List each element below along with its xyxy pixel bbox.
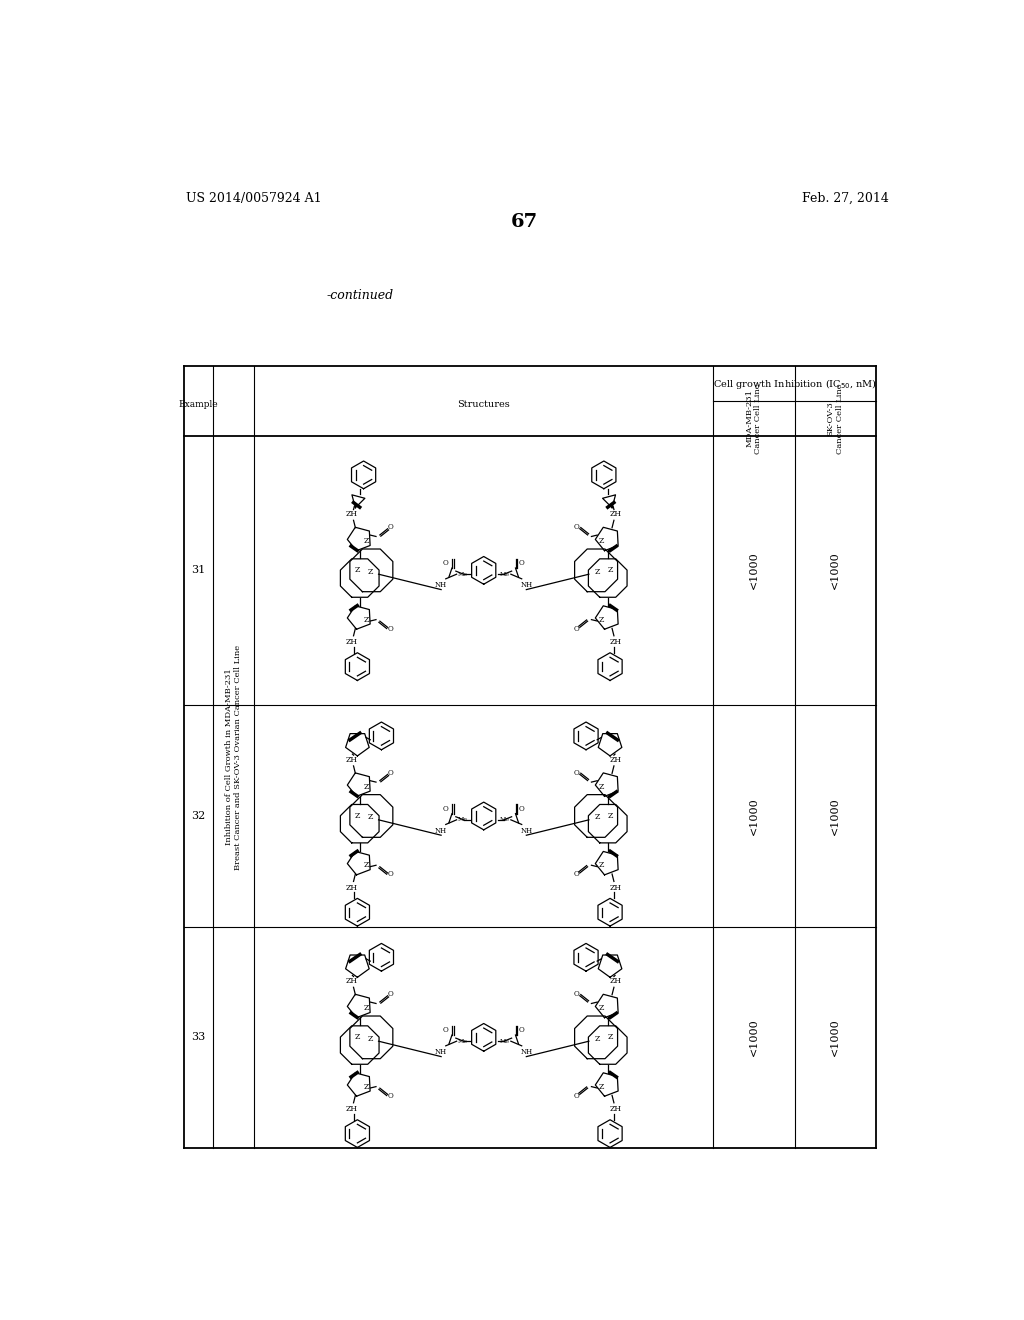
Text: SK-OV-3
Cancer Cell Line: SK-OV-3 Cancer Cell Line — [826, 383, 844, 454]
Text: Z: Z — [595, 568, 600, 576]
Text: O: O — [388, 990, 393, 998]
Text: Z: Z — [368, 568, 373, 576]
Text: Cell growth Inhibition (IC$_{50}$, nM): Cell growth Inhibition (IC$_{50}$, nM) — [713, 376, 877, 391]
Text: Z: Z — [598, 537, 603, 545]
Text: Z: Z — [607, 1034, 612, 1041]
Text: O: O — [388, 1092, 393, 1100]
Text: 31: 31 — [191, 565, 206, 576]
Text: <1000: <1000 — [749, 1019, 759, 1056]
Text: ZH: ZH — [346, 756, 358, 764]
Text: Z: Z — [598, 616, 603, 624]
Text: Z: Z — [364, 1005, 370, 1012]
Text: Z: Z — [364, 862, 370, 870]
Text: 32: 32 — [191, 810, 206, 821]
Text: O: O — [442, 1027, 449, 1035]
Text: ZH: ZH — [609, 883, 622, 891]
Text: Z: Z — [354, 1034, 360, 1041]
Text: O: O — [519, 560, 524, 568]
Text: Me: Me — [500, 817, 510, 822]
Text: Z: Z — [364, 783, 370, 791]
Text: <1000: <1000 — [830, 552, 840, 589]
Text: NH: NH — [435, 826, 447, 834]
Text: ZH: ZH — [609, 510, 622, 519]
Text: Z: Z — [354, 566, 360, 574]
Text: <1000: <1000 — [830, 797, 840, 834]
Text: Z: Z — [598, 1005, 603, 1012]
Text: <1000: <1000 — [749, 797, 759, 834]
Text: MDA-MB-231
Cancer Cell Line: MDA-MB-231 Cancer Cell Line — [745, 383, 763, 454]
Text: O: O — [573, 768, 580, 777]
Text: 33: 33 — [191, 1032, 206, 1043]
Text: Me: Me — [500, 572, 510, 577]
Text: ZH: ZH — [346, 883, 358, 891]
Text: NH: NH — [520, 826, 532, 834]
Text: <1000: <1000 — [749, 552, 759, 589]
Text: Z: Z — [598, 1082, 603, 1090]
Text: Z: Z — [354, 812, 360, 820]
Text: Me: Me — [500, 1039, 510, 1044]
Text: ZH: ZH — [609, 1105, 622, 1113]
Text: O: O — [573, 523, 580, 531]
Text: US 2014/0057924 A1: US 2014/0057924 A1 — [186, 191, 322, 205]
Text: O: O — [388, 870, 393, 879]
Text: O: O — [573, 624, 580, 632]
Text: <1000: <1000 — [830, 1019, 840, 1056]
Text: NH: NH — [435, 1048, 447, 1056]
Text: Z: Z — [598, 783, 603, 791]
Text: O: O — [442, 805, 449, 813]
Text: O: O — [388, 768, 393, 777]
Text: NH: NH — [435, 581, 447, 589]
Text: ZH: ZH — [346, 1105, 358, 1113]
Text: Me: Me — [458, 817, 468, 822]
Text: O: O — [573, 870, 580, 879]
Text: Z: Z — [598, 862, 603, 870]
Text: ZH: ZH — [346, 510, 358, 519]
Text: Example: Example — [179, 400, 218, 409]
Text: Z: Z — [364, 1082, 370, 1090]
Text: ZH: ZH — [609, 638, 622, 645]
Text: O: O — [519, 805, 524, 813]
Text: O: O — [388, 523, 393, 531]
Text: ZH: ZH — [609, 756, 622, 764]
Text: Inhibition of Cell Growth in MDA-MB-231
Breast Cancer and SK-OV-3 Ovarian Cancer: Inhibition of Cell Growth in MDA-MB-231 … — [225, 644, 243, 870]
Text: 67: 67 — [511, 213, 539, 231]
Text: Structures: Structures — [458, 400, 510, 409]
Text: Z: Z — [595, 1035, 600, 1043]
Text: Z: Z — [368, 1035, 373, 1043]
Text: Z: Z — [607, 812, 612, 820]
Text: Me: Me — [458, 1039, 468, 1044]
Text: Z: Z — [364, 537, 370, 545]
Text: Me: Me — [458, 572, 468, 577]
Text: NH: NH — [520, 581, 532, 589]
Text: NH: NH — [520, 1048, 532, 1056]
Text: Z: Z — [368, 813, 373, 821]
Text: Feb. 27, 2014: Feb. 27, 2014 — [802, 191, 889, 205]
Text: -continued: -continued — [327, 289, 394, 302]
Text: ZH: ZH — [346, 638, 358, 645]
Text: Z: Z — [364, 616, 370, 624]
Text: Z: Z — [595, 813, 600, 821]
Text: O: O — [442, 560, 449, 568]
Text: ZH: ZH — [346, 977, 358, 985]
Text: Z: Z — [607, 566, 612, 574]
Text: O: O — [519, 1027, 524, 1035]
Text: O: O — [573, 990, 580, 998]
Text: ZH: ZH — [609, 977, 622, 985]
Text: O: O — [573, 1092, 580, 1100]
Text: O: O — [388, 624, 393, 632]
